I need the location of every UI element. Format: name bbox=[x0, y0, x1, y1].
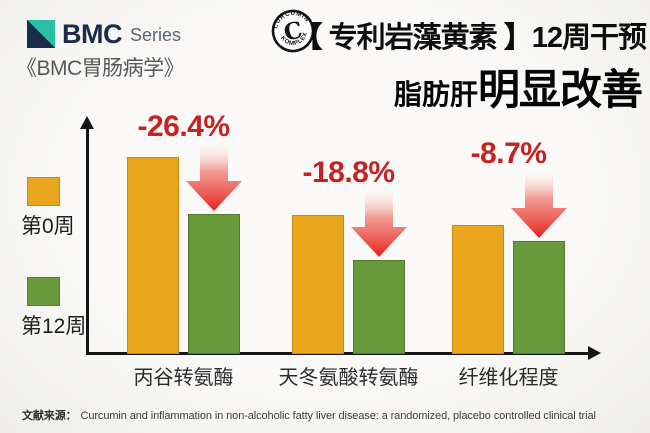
legend-week12: 第12周 bbox=[21, 277, 91, 340]
legend-week0-label: 第0周 bbox=[21, 215, 75, 238]
change-percentage: -18.8% bbox=[302, 156, 395, 189]
bmc-logo: BMC Series bbox=[27, 20, 181, 50]
bar-week0 bbox=[292, 215, 344, 354]
bar-week12 bbox=[353, 260, 405, 354]
legend-week12-swatch bbox=[27, 277, 60, 306]
journal-name: 《BMC胃肠病学》 bbox=[16, 57, 185, 80]
category-label: 丙谷转氨酶 bbox=[133, 367, 234, 389]
bar-week0 bbox=[127, 157, 179, 354]
citation-text: Curcumin and inflammation in non-alcohol… bbox=[80, 410, 596, 422]
citation: 文献来源： Curcumin and inflammation in non-al… bbox=[22, 407, 596, 423]
bmc-logo-icon bbox=[27, 20, 55, 48]
y-axis-arrow-icon bbox=[80, 116, 94, 129]
main-title-line2: 脂肪肝明显改善 bbox=[393, 56, 643, 117]
bar-week12 bbox=[513, 241, 565, 354]
title-improved: 明显改善 bbox=[477, 66, 643, 113]
decline-arrow-icon bbox=[351, 191, 407, 257]
curcumin-seal-icon: CURCUMIN KOMPLEX C bbox=[270, 7, 315, 53]
seal-letter: C bbox=[281, 16, 305, 46]
decline-arrow-icon bbox=[511, 172, 567, 238]
legend-week12-label: 第12周 bbox=[21, 315, 87, 338]
legend-week0-swatch bbox=[27, 177, 60, 206]
bar-week0 bbox=[452, 225, 504, 354]
main-title-line1: 【 专利岩藻黄素 】12周干预 bbox=[293, 22, 647, 54]
citation-label: 文献来源： bbox=[22, 410, 77, 422]
change-percentage: -26.4% bbox=[137, 110, 230, 143]
legend-week0: 第0周 bbox=[21, 177, 91, 240]
x-axis-arrow-icon bbox=[588, 346, 601, 360]
category-label: 纤维化程度 bbox=[458, 367, 559, 389]
change-percentage: -8.7% bbox=[470, 137, 547, 170]
bar-group-ast: -18.8% 天冬氨酸转氨酶 bbox=[279, 89, 419, 389]
bmc-series-text: Series bbox=[130, 25, 182, 45]
bar-group-fibrosis: -8.7% 纤维化程度 bbox=[452, 89, 567, 389]
y-axis-line bbox=[86, 128, 89, 354]
category-label: 天冬氨酸转氨酶 bbox=[278, 367, 419, 389]
decline-arrow-icon bbox=[186, 145, 242, 211]
bmc-brand-text: BMC bbox=[62, 19, 123, 49]
bar-week12 bbox=[188, 214, 240, 354]
title-fatty-liver: 脂肪肝 bbox=[393, 79, 478, 110]
bar-group-alt: -26.4% 丙谷转氨酶 bbox=[127, 89, 242, 389]
